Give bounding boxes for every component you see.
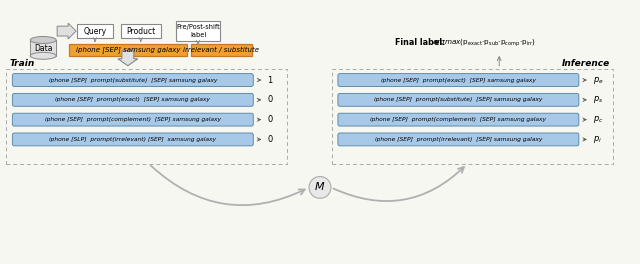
FancyBboxPatch shape	[12, 93, 253, 106]
Text: $p_c$: $p_c$	[593, 114, 604, 125]
Text: iphone [SEP]  prompt(complement)  [SEP] samsung galaxy: iphone [SEP] prompt(complement) [SEP] sa…	[371, 117, 547, 122]
Ellipse shape	[30, 36, 56, 44]
Text: $p_e$: $p_e$	[593, 74, 604, 86]
Bar	[69, 44, 187, 56]
Bar	[175, 21, 220, 41]
Text: Final label:: Final label:	[395, 39, 445, 48]
Text: $p_i$: $p_i$	[593, 134, 602, 145]
Text: Data: Data	[34, 44, 52, 53]
Text: iphone [SEP]  prompt(complement)  [SEP] samsung galaxy: iphone [SEP] prompt(complement) [SEP] sa…	[45, 117, 221, 122]
Bar	[191, 44, 252, 56]
Text: 0: 0	[268, 135, 273, 144]
Text: irrelevant / substitute: irrelevant / substitute	[184, 47, 259, 53]
FancyBboxPatch shape	[12, 113, 253, 126]
Ellipse shape	[30, 52, 56, 59]
Polygon shape	[57, 23, 76, 39]
Text: Pre/Post-shift
label: Pre/Post-shift label	[176, 24, 220, 38]
Text: iphone [SEP]  prompt(exact)  [SEP] samsung galaxy: iphone [SEP] prompt(exact) [SEP] samsung…	[381, 78, 536, 83]
Polygon shape	[118, 51, 138, 66]
Text: Query: Query	[83, 27, 106, 36]
Text: $p_s$: $p_s$	[593, 94, 603, 105]
Text: iphone [SEP]  prompt(irrelevant)  [SEP] samsung galaxy: iphone [SEP] prompt(irrelevant) [SEP] sa…	[374, 137, 542, 142]
Circle shape	[309, 177, 331, 198]
Text: 0: 0	[268, 95, 273, 104]
Text: iphone [SLP]  prompt(irrelevant) [SEP]  samsung galaxy: iphone [SLP] prompt(irrelevant) [SEP] sa…	[49, 137, 216, 142]
Text: iphone [SEP]  prompt(substitute)  [SEP] samsung galaxy: iphone [SEP] prompt(substitute) [SEP] sa…	[49, 78, 217, 83]
FancyBboxPatch shape	[12, 74, 253, 87]
Bar	[77, 24, 113, 38]
FancyBboxPatch shape	[338, 74, 579, 87]
FancyBboxPatch shape	[12, 133, 253, 146]
Text: Product: Product	[126, 27, 156, 36]
Bar	[6, 69, 287, 164]
Text: Train: Train	[10, 59, 35, 68]
Text: iphone [SEP] samsung galaxy: iphone [SEP] samsung galaxy	[76, 46, 180, 53]
Text: 1: 1	[268, 76, 273, 84]
Text: iphone [SEP]  prompt(exact)  [SEP] samsung galaxy: iphone [SEP] prompt(exact) [SEP] samsung…	[56, 97, 211, 102]
Bar	[121, 24, 161, 38]
Bar	[30, 40, 56, 56]
FancyBboxPatch shape	[338, 133, 579, 146]
Text: Inference: Inference	[561, 59, 610, 68]
FancyBboxPatch shape	[338, 113, 579, 126]
FancyBboxPatch shape	[338, 93, 579, 106]
Text: 0: 0	[268, 115, 273, 124]
Text: M: M	[315, 182, 325, 192]
Bar	[332, 69, 612, 164]
Text: $\mathit{argmax}$($\mathrm{p_{exact}}$$\cdot$$\mathrm{p_{sub}}$$\cdot$$\mathrm{p: $\mathit{argmax}$($\mathrm{p_{exact}}$$\…	[431, 37, 536, 49]
Text: iphone [SEP]  prompt(substitute)  [SEP] samsung galaxy: iphone [SEP] prompt(substitute) [SEP] sa…	[374, 97, 543, 102]
